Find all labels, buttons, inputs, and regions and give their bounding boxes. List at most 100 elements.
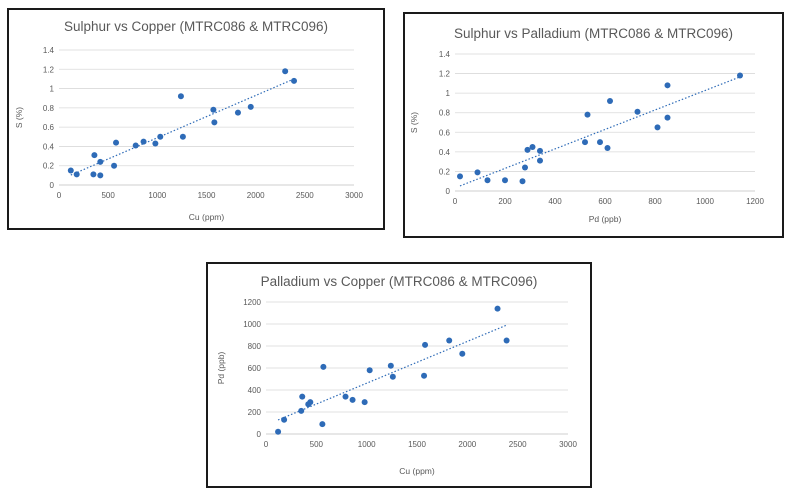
y-tick-label: 1200 — [243, 298, 261, 307]
data-point — [90, 171, 97, 178]
y-tick-label: 1 — [50, 85, 55, 94]
data-point — [366, 367, 373, 374]
data-point — [522, 164, 528, 171]
data-point — [349, 396, 356, 403]
x-tick-label: 0 — [57, 191, 62, 200]
data-point — [177, 93, 184, 100]
data-point — [457, 173, 463, 180]
chart-title: Sulphur vs Copper (MTRC086 & MTRC096) — [64, 19, 328, 34]
data-point — [282, 68, 289, 75]
y-tick-label: 0.4 — [439, 148, 451, 157]
y-axis-title: S (%) — [14, 107, 24, 128]
data-point — [519, 178, 526, 185]
x-tick-label: 1200 — [746, 197, 764, 206]
chart-title: Sulphur vs Palladium (MTRC086 & MTRC096) — [454, 26, 733, 41]
data-point — [503, 337, 510, 344]
y-tick-label: 0 — [257, 430, 262, 439]
y-tick-label: 0 — [446, 187, 451, 196]
data-point — [234, 109, 241, 116]
data-point — [298, 407, 305, 414]
y-axis-title: Pd (ppb) — [216, 352, 226, 385]
data-point — [584, 111, 591, 118]
data-point — [73, 171, 80, 178]
y-tick-label: 0.2 — [439, 167, 451, 176]
data-point — [537, 147, 543, 154]
y-tick-label: 0.6 — [439, 128, 451, 137]
x-tick-label: 1000 — [148, 191, 166, 200]
x-tick-label: 0 — [264, 440, 269, 449]
data-point — [529, 143, 536, 150]
data-point — [157, 133, 164, 140]
data-point — [389, 373, 396, 380]
y-tick-label: 400 — [248, 386, 262, 395]
data-point — [342, 393, 349, 400]
data-point — [502, 177, 508, 184]
y-tick-label: 600 — [248, 364, 262, 373]
data-point — [634, 108, 641, 115]
y-tick-label: 800 — [248, 342, 262, 351]
data-point — [737, 72, 743, 79]
data-point — [132, 142, 139, 149]
data-point — [459, 350, 466, 357]
data-point — [484, 177, 491, 184]
chart-svg: Palladium vs Copper (MTRC086 & MTRC096) 0… — [216, 274, 577, 476]
x-tick-label: 1500 — [408, 440, 426, 449]
x-tick-label: 2500 — [296, 191, 314, 200]
data-point — [91, 152, 98, 159]
y-tick-label: 0.2 — [43, 162, 55, 171]
y-tick-label: 1.4 — [43, 46, 55, 55]
data-point — [210, 106, 217, 113]
data-point — [275, 428, 282, 435]
trendline — [459, 76, 741, 187]
data-point — [97, 172, 104, 179]
y-tick-label: 0.6 — [43, 123, 55, 132]
data-point — [597, 139, 603, 146]
x-tick-label: 1000 — [696, 197, 714, 206]
chart-panel-sulphur-vs-palladium: Sulphur vs Palladium (MTRC086 & MTRC096)… — [403, 12, 784, 238]
y-tick-label: 1.2 — [439, 70, 451, 79]
x-axis-title: Cu (ppm) — [399, 466, 435, 476]
chart-panel-palladium-vs-copper: Palladium vs Copper (MTRC086 & MTRC096) 0… — [206, 262, 592, 488]
data-point — [474, 169, 481, 176]
y-tick-label: 200 — [248, 408, 262, 417]
x-tick-label: 3000 — [345, 191, 363, 200]
data-point — [113, 139, 120, 146]
chart-svg: Sulphur vs Palladium (MTRC086 & MTRC096)… — [409, 26, 764, 224]
chart-svg: Sulphur vs Copper (MTRC086 & MTRC096) 0 0.… — [14, 19, 363, 222]
data-point — [319, 421, 326, 428]
data-point — [582, 139, 588, 146]
data-point — [320, 363, 327, 370]
y-axis-title: S (%) — [409, 112, 419, 133]
y-tick-label: 0.8 — [439, 109, 451, 118]
data-point — [387, 362, 394, 369]
data-point — [537, 157, 543, 164]
chart-title: Palladium vs Copper (MTRC086 & MTRC096) — [261, 274, 538, 289]
data-point — [307, 399, 314, 406]
x-tick-label: 2500 — [509, 440, 527, 449]
data-point — [494, 305, 501, 312]
data-point — [281, 416, 288, 423]
y-tick-label: 1.2 — [43, 65, 55, 74]
data-point — [152, 140, 159, 147]
data-point — [664, 114, 671, 121]
x-tick-label: 1500 — [198, 191, 216, 200]
data-point — [421, 372, 428, 379]
y-tick-label: 1 — [446, 89, 451, 98]
x-axis-title: Pd (ppb) — [589, 214, 622, 224]
data-point — [654, 124, 661, 131]
data-point — [140, 138, 147, 145]
y-tick-label: 0.4 — [43, 142, 55, 151]
data-point — [361, 399, 368, 406]
x-tick-label: 500 — [101, 191, 115, 200]
trendline — [277, 324, 507, 421]
x-tick-label: 2000 — [247, 191, 265, 200]
x-tick-label: 3000 — [559, 440, 577, 449]
data-point — [67, 167, 74, 174]
x-tick-label: 1000 — [358, 440, 376, 449]
x-tick-label: 800 — [648, 197, 662, 206]
data-point — [607, 97, 613, 104]
data-point — [291, 77, 298, 84]
data-point — [211, 119, 218, 126]
x-tick-label: 600 — [598, 197, 612, 206]
y-tick-label: 1000 — [243, 320, 261, 329]
